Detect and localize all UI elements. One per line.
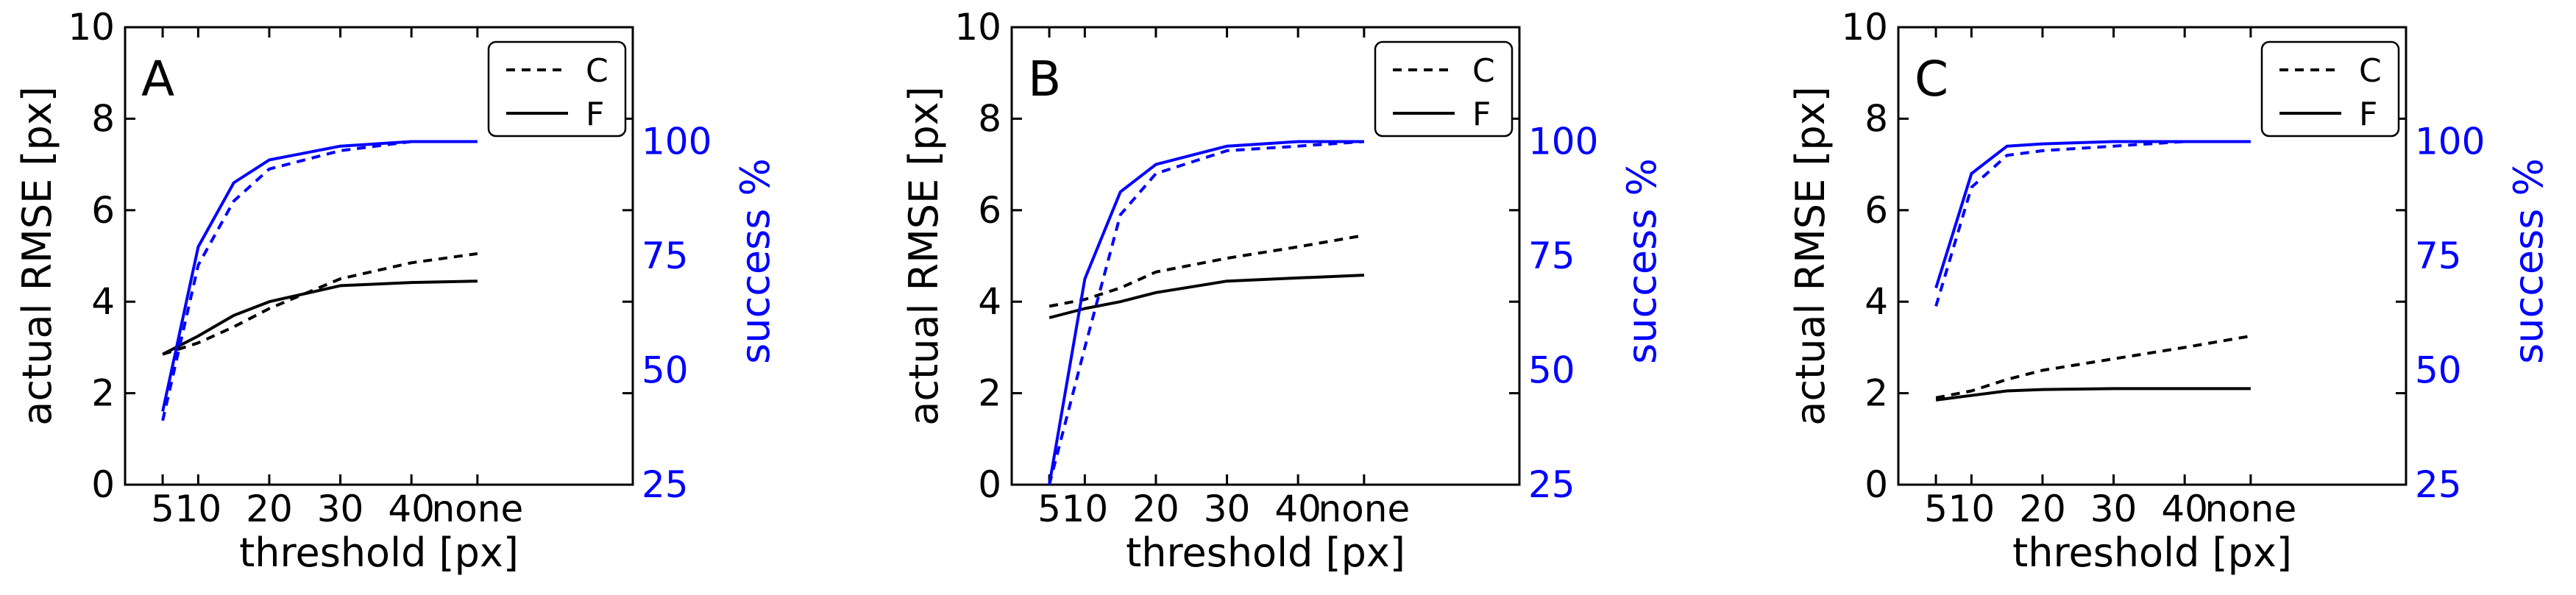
legend-label: C <box>586 52 608 90</box>
x-tick-label: 10 <box>1948 488 1995 530</box>
x-tick-label: none <box>431 488 523 530</box>
x-tick-label: 20 <box>246 488 293 530</box>
y-tick-label: 6 <box>91 189 115 232</box>
panel-letter: B <box>1028 51 1061 107</box>
y-tick-label: 0 <box>1864 463 1888 506</box>
x-tick-label: 30 <box>317 488 364 530</box>
y2-tick-label: 25 <box>2415 463 2462 506</box>
y2-tick-label: 75 <box>2415 235 2462 277</box>
y-tick-label: 4 <box>91 280 115 323</box>
legend-label: C <box>2359 52 2382 90</box>
y-tick-label: 4 <box>978 280 1001 323</box>
y-tick-label: 2 <box>1864 372 1888 415</box>
x-axis-label: threshold [px] <box>1126 530 1405 576</box>
series-line-f-rmse <box>1049 274 1364 319</box>
x-tick-label: 30 <box>1204 488 1251 530</box>
y-tick-label: 8 <box>91 97 115 140</box>
x-tick-label: 40 <box>1274 488 1321 530</box>
y2-tick-label: 100 <box>1528 121 1598 163</box>
y2-tick-label: 100 <box>2415 121 2485 163</box>
x-axis-label: threshold [px] <box>2012 530 2292 576</box>
series-line-f-success <box>1048 140 1364 485</box>
x-tick-label: 20 <box>2019 488 2066 530</box>
y2-tick-label: 50 <box>1528 349 1575 392</box>
series-line-f-success <box>161 140 478 412</box>
series-group <box>161 140 478 421</box>
y-tick-label: 2 <box>91 372 115 415</box>
y-tick-label: 4 <box>1864 280 1888 323</box>
x-axis-label: threshold [px] <box>239 530 519 576</box>
y-tick-label: 0 <box>978 463 1001 506</box>
y2-axis-label: success % <box>1619 158 1665 364</box>
x-tick-label: 10 <box>175 488 222 530</box>
series-line-f-success <box>1934 140 2251 289</box>
y-tick-label: 8 <box>1864 97 1888 140</box>
y2-tick-label: 25 <box>642 463 689 506</box>
legend-label: F <box>1472 96 1491 133</box>
y2-tick-label: 75 <box>642 235 689 277</box>
series-line-c-rmse <box>162 252 478 356</box>
y2-tick-label: 75 <box>1528 235 1575 277</box>
y2-tick-label: 100 <box>642 121 712 163</box>
x-tick-label: none <box>1318 488 1410 530</box>
series-line-f-rmse <box>1935 387 2251 402</box>
legend: CF <box>487 40 627 138</box>
x-tick-label: none <box>2204 488 2296 530</box>
plot-frame <box>1010 26 1521 486</box>
series-line-c-success <box>1934 140 2251 307</box>
legend: CF <box>1374 40 1514 138</box>
y-tick-label: 6 <box>978 189 1001 232</box>
series-group <box>1048 140 1365 485</box>
panel-letter: C <box>1915 51 1948 107</box>
panel-letter: A <box>141 51 174 107</box>
y2-axis-label: success % <box>732 158 778 364</box>
y-tick-label: 8 <box>978 97 1001 140</box>
y-axis-label: actual RMSE [px] <box>14 86 60 425</box>
series-group <box>1934 140 2252 402</box>
y-tick-label: 6 <box>1864 189 1888 232</box>
y2-axis-label: success % <box>2505 158 2552 364</box>
x-tick-label: 40 <box>2161 488 2208 530</box>
y-tick-label: 0 <box>91 463 115 506</box>
x-tick-label: 40 <box>388 488 435 530</box>
x-tick-label: 5 <box>151 488 174 530</box>
x-tick-label: 20 <box>1132 488 1179 530</box>
legend-label: F <box>586 96 604 133</box>
y-tick-label: 10 <box>954 6 1001 49</box>
series-line-c-success <box>1048 140 1365 485</box>
x-tick-label: 5 <box>1924 488 1948 530</box>
y-axis-label: actual RMSE [px] <box>1787 86 1834 425</box>
y2-tick-label: 25 <box>1528 463 1575 506</box>
y-tick-label: 10 <box>1841 6 1888 49</box>
y-tick-label: 10 <box>68 6 115 49</box>
series-line-c-rmse <box>1049 234 1365 308</box>
y-tick-label: 2 <box>978 372 1001 415</box>
y2-tick-label: 50 <box>2415 349 2462 392</box>
legend-label: C <box>1472 52 1495 90</box>
x-tick-label: 5 <box>1037 488 1061 530</box>
plot-frame <box>1897 26 2408 486</box>
y2-tick-label: 50 <box>642 349 689 392</box>
x-tick-label: 10 <box>1062 488 1109 530</box>
legend: CF <box>2260 40 2400 138</box>
plot-frame <box>124 26 634 486</box>
series-line-f-rmse <box>162 279 478 356</box>
y-axis-label: actual RMSE [px] <box>901 86 947 425</box>
series-line-c-rmse <box>1935 334 2252 399</box>
legend-label: F <box>2359 96 2377 133</box>
x-tick-label: 30 <box>2090 488 2137 530</box>
